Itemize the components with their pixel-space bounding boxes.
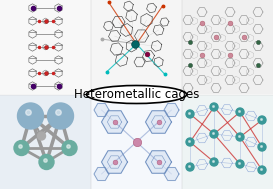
Circle shape: [236, 133, 244, 141]
Polygon shape: [164, 167, 179, 180]
Polygon shape: [146, 151, 171, 173]
Bar: [182, 0, 273, 94]
Circle shape: [37, 132, 46, 140]
Bar: [91, 95, 182, 189]
Polygon shape: [164, 104, 179, 116]
Polygon shape: [102, 151, 127, 173]
Circle shape: [258, 166, 266, 174]
Bar: [0, 95, 91, 189]
Circle shape: [236, 108, 244, 116]
Polygon shape: [146, 111, 171, 133]
Polygon shape: [94, 104, 109, 116]
Circle shape: [62, 140, 77, 156]
Circle shape: [186, 110, 194, 118]
Ellipse shape: [87, 85, 186, 104]
Circle shape: [258, 143, 266, 151]
Circle shape: [186, 163, 194, 171]
Circle shape: [210, 130, 218, 138]
Bar: [0, 0, 91, 94]
Circle shape: [48, 103, 73, 129]
Circle shape: [186, 138, 194, 146]
Circle shape: [210, 158, 218, 166]
Circle shape: [236, 160, 244, 168]
Circle shape: [210, 103, 218, 111]
Circle shape: [39, 154, 54, 170]
Polygon shape: [102, 111, 127, 133]
Circle shape: [258, 116, 266, 124]
Bar: [91, 0, 182, 94]
Circle shape: [17, 103, 43, 129]
Text: Heterometallic cages: Heterometallic cages: [74, 88, 199, 101]
Circle shape: [14, 140, 29, 156]
Bar: [182, 95, 273, 189]
Polygon shape: [94, 167, 109, 180]
